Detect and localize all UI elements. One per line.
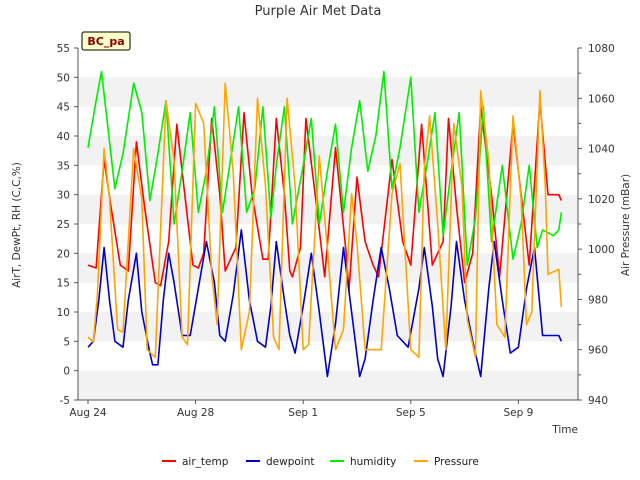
y-tick-label: 20: [57, 248, 70, 260]
grid-band: [78, 77, 578, 107]
legend-label: Pressure: [434, 456, 479, 468]
left-axis-ticks: -5 0 5 10 15 20 25 30 35 40 45 50 55: [57, 43, 78, 407]
y2-tick-label: 1060: [588, 93, 615, 105]
y2-tick-label: 1020: [588, 194, 615, 206]
y-tick-label: 45: [57, 102, 70, 114]
y-tick-label: 5: [63, 336, 70, 348]
grid-band: [78, 136, 578, 166]
y2-tick-label: 1080: [588, 43, 615, 55]
grid-band: [78, 194, 578, 224]
legend-label: dewpoint: [266, 456, 315, 468]
grid-band: [78, 106, 578, 136]
x-tick-label: Sep 9: [503, 407, 533, 419]
site-label-badge: BC_pa: [81, 31, 131, 51]
x-axis-ticks: Aug 24 Aug 28 Sep 1 Sep 5 Sep 9: [69, 400, 533, 419]
y2-axis-label: Air Pressure (mBar): [620, 174, 632, 276]
legend-label: humidity: [350, 456, 396, 468]
y-tick-label: -5: [60, 395, 70, 407]
x-tick-label: Sep 1: [288, 407, 318, 419]
site-label: BC_pa: [87, 35, 124, 48]
y-tick-label: 0: [63, 366, 70, 378]
y-tick-label: 55: [57, 43, 70, 55]
y2-tick-label: 960: [588, 345, 608, 357]
y-tick-label: 40: [57, 131, 70, 143]
series-line-pressure: [87, 82, 563, 359]
y2-tick-label: 940: [588, 395, 608, 407]
x-tick-label: Aug 28: [177, 407, 214, 419]
series-line-air-temp: [87, 100, 563, 293]
right-axis-ticks: 940 960 980 1000 1020 1040 1060 1080: [578, 43, 615, 407]
y-tick-label: 35: [57, 160, 70, 172]
y-tick-label: 15: [57, 278, 70, 290]
grid-band: [78, 312, 578, 342]
y-tick-label: 25: [57, 219, 70, 231]
series-line-dewpoint: [87, 229, 563, 378]
grid-band: [78, 48, 578, 78]
legend-label: air_temp: [182, 456, 229, 468]
site-label-box: [81, 31, 131, 51]
y2-tick-label: 1000: [588, 244, 615, 256]
y2-tick-label: 1040: [588, 144, 615, 156]
legend: air_temp dewpoint humidity Pressure: [162, 456, 479, 468]
x-axis-label: Time: [551, 424, 578, 436]
y-tick-label: 30: [57, 190, 70, 202]
chart-title: Purple Air Met Data: [255, 4, 382, 19]
x-tick-label: Aug 24: [69, 407, 107, 419]
y2-tick-label: 980: [588, 294, 608, 306]
y-tick-label: 50: [57, 72, 70, 84]
y-tick-label: 10: [57, 307, 70, 319]
plot-bands: [78, 48, 578, 400]
x-tick-label: Sep 5: [396, 407, 426, 419]
y-axis-label: AirT, DewPt, RH (C,C,%): [11, 162, 23, 288]
series-layer: [87, 70, 563, 378]
grid-band: [78, 341, 578, 371]
